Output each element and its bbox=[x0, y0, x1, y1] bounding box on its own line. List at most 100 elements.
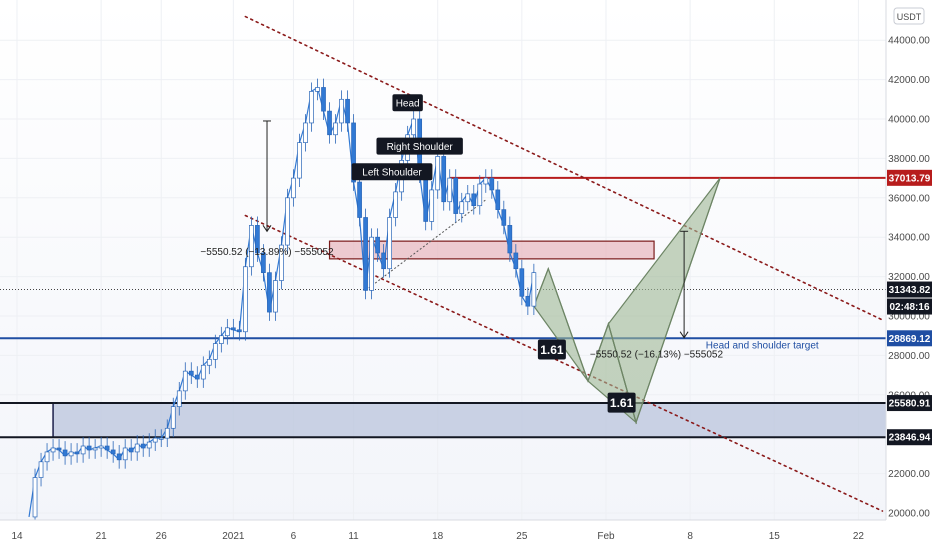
price-tick-label: 22000.00 bbox=[888, 469, 930, 480]
candle-body bbox=[321, 87, 326, 112]
candle-body bbox=[140, 443, 146, 449]
candle-body bbox=[489, 177, 495, 191]
candle-body bbox=[327, 110, 332, 136]
candle-body bbox=[32, 477, 38, 518]
resistance-zone bbox=[328, 240, 655, 260]
ratio-label: 1.61 bbox=[540, 343, 564, 357]
neckline bbox=[365, 199, 487, 291]
time-axis[interactable]: 14 21 26 2021 6 11 18 25 Feb 8 15 22 bbox=[11, 531, 864, 542]
time-tick-label: 6 bbox=[291, 531, 297, 542]
candle-body bbox=[62, 449, 68, 457]
price-level-tag bbox=[887, 395, 932, 412]
measure-right-label: −5550.52 (−16.13%) −555052 bbox=[590, 349, 724, 360]
candle-body bbox=[507, 225, 513, 254]
price-tick-label: 44000.00 bbox=[888, 36, 930, 47]
candle-body bbox=[182, 370, 188, 392]
price-level-tag bbox=[887, 281, 932, 298]
price-axis[interactable]: 20000.0022000.0026000.0028000.0030000.00… bbox=[887, 36, 932, 520]
annotations: Head Right Shoulder Left Shoulder Head and … bbox=[351, 94, 819, 352]
candle-body bbox=[429, 189, 435, 222]
price-level-value: 28869.12 bbox=[889, 334, 931, 345]
annotation-badge bbox=[351, 163, 433, 181]
candle-body bbox=[297, 142, 302, 179]
annotation-badge bbox=[392, 94, 423, 112]
candle-body bbox=[273, 280, 278, 313]
target-label: Head and shoulder target bbox=[706, 341, 819, 352]
candle-body bbox=[279, 244, 284, 281]
price-tick-label: 38000.00 bbox=[888, 154, 930, 165]
candle-body bbox=[447, 177, 453, 203]
price-tick-label: 30000.00 bbox=[888, 312, 930, 323]
trend-lines bbox=[0, 15, 886, 512]
candle-body bbox=[110, 449, 116, 455]
candle-body bbox=[477, 183, 483, 207]
price-series bbox=[28, 78, 537, 526]
candle-body bbox=[519, 268, 525, 297]
candle-body bbox=[369, 236, 374, 291]
price-tick-label: 28000.00 bbox=[888, 351, 930, 362]
candle-body bbox=[98, 445, 104, 449]
price-tick-label: 20000.00 bbox=[888, 509, 930, 520]
candle-body bbox=[345, 98, 350, 124]
price-axis-background bbox=[886, 0, 932, 550]
candle-body bbox=[333, 122, 338, 136]
candle-body bbox=[218, 335, 224, 344]
candle-body bbox=[513, 252, 519, 270]
candle-body bbox=[212, 343, 218, 360]
candle-body bbox=[68, 451, 74, 457]
candle-body bbox=[255, 225, 260, 254]
measure-tools: −5550.52 (−13.89%) −555052 −5550.52 (−16.… bbox=[200, 120, 724, 360]
time-tick-label: 18 bbox=[432, 531, 444, 542]
ratio-badge bbox=[537, 339, 566, 360]
price-level-tag bbox=[887, 429, 932, 446]
candle-body bbox=[351, 122, 356, 183]
harmonic-pattern: 1.61 1.61 bbox=[533, 177, 721, 425]
candle-body bbox=[309, 91, 314, 124]
candle-body bbox=[104, 445, 110, 451]
candle-body bbox=[225, 327, 230, 337]
candle-body bbox=[453, 177, 459, 214]
price-tick-label: 42000.00 bbox=[888, 75, 930, 86]
currency-badge[interactable]: USDT bbox=[893, 7, 925, 25]
candle-body bbox=[435, 156, 441, 191]
annotation-text: Head bbox=[396, 99, 420, 110]
candle-body bbox=[176, 390, 182, 407]
channel-upper-line bbox=[244, 15, 884, 321]
time-tick-label: 25 bbox=[516, 531, 528, 542]
price-level-value: 31343.82 bbox=[889, 285, 931, 296]
candle-body bbox=[315, 87, 320, 92]
candle-body bbox=[285, 197, 290, 246]
candle-body bbox=[387, 217, 392, 270]
candle-body bbox=[423, 173, 429, 222]
candle-body bbox=[291, 177, 296, 199]
candle-body bbox=[483, 177, 489, 185]
candle-body bbox=[441, 156, 447, 203]
candle-body bbox=[134, 443, 140, 453]
candle-body bbox=[459, 201, 465, 214]
price-tick-label: 34000.00 bbox=[888, 233, 930, 244]
candle-body bbox=[38, 461, 44, 478]
price-tick-label: 32000.00 bbox=[888, 272, 930, 283]
candle-body bbox=[363, 217, 368, 291]
time-tick-label: 8 bbox=[687, 531, 693, 542]
measure-arrowhead bbox=[262, 225, 272, 233]
candle-body bbox=[525, 295, 531, 307]
price-level-tag bbox=[887, 330, 932, 347]
candle-body bbox=[501, 209, 507, 226]
time-tick-label: 11 bbox=[348, 531, 359, 542]
annotation-badge bbox=[376, 137, 463, 155]
candle-body bbox=[152, 437, 158, 443]
candle-body bbox=[74, 451, 80, 455]
candle-body bbox=[122, 447, 128, 461]
candle-body bbox=[92, 447, 98, 451]
candle-body bbox=[206, 358, 212, 366]
ratio-badge bbox=[607, 392, 636, 413]
candle-body bbox=[393, 191, 398, 218]
candle-body bbox=[200, 364, 206, 380]
candle-body bbox=[375, 236, 380, 254]
price-tick-label: 40000.00 bbox=[888, 115, 930, 126]
time-tick-label: 22 bbox=[853, 531, 865, 542]
price-tick-label: 36000.00 bbox=[888, 193, 930, 204]
plot-background bbox=[0, 0, 886, 520]
